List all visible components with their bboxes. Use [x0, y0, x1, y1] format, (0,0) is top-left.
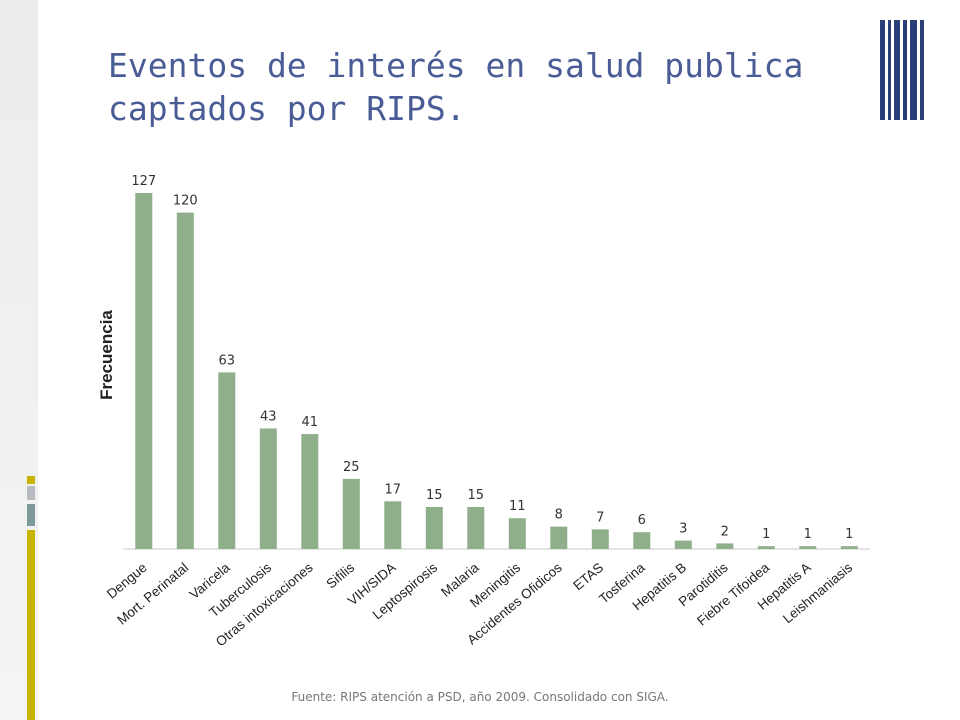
source-note: Fuente: RIPS atención a PSD, año 2009. C… — [291, 690, 669, 704]
top-right-decoration — [880, 20, 930, 120]
category-label: Mort. Perinatal — [114, 560, 191, 628]
bar-value-label: 120 — [173, 194, 198, 209]
y-axis-label-text: Frecuencia — [97, 310, 116, 400]
bar-value-label: 15 — [426, 488, 443, 503]
bar-value-label: 43 — [260, 410, 277, 425]
deco-bar — [903, 20, 907, 120]
bar — [633, 532, 651, 549]
bar — [259, 428, 277, 549]
category-label: ETAS — [570, 560, 606, 594]
bar — [218, 372, 236, 549]
category-label: Fiebre Tifoidea — [694, 559, 772, 628]
bar-value-label: 1 — [762, 527, 770, 542]
accent-stripe-teal — [27, 504, 35, 526]
bar-value-label: 1 — [845, 527, 853, 542]
bar — [384, 501, 402, 549]
bar-value-label: 17 — [385, 482, 402, 497]
category-label: Sifilis — [323, 560, 357, 592]
deco-bar — [910, 20, 917, 120]
bar — [135, 193, 153, 549]
bar — [176, 212, 194, 549]
deco-bar — [920, 20, 924, 120]
title-line-2: captados por RIPS. — [108, 89, 466, 128]
bar-value-label: 41 — [302, 415, 319, 430]
bar-value-label: 3 — [679, 522, 687, 537]
bar — [799, 546, 817, 549]
bar — [467, 507, 485, 549]
deco-bar — [894, 20, 900, 120]
accent-stripe-gray — [27, 486, 35, 500]
bar — [757, 546, 775, 549]
page-title: Eventos de interés en salud publica capt… — [108, 44, 868, 130]
deco-bar — [880, 20, 885, 120]
bar-value-label: 11 — [509, 499, 526, 514]
left-accent-stripes — [27, 476, 35, 720]
bar — [425, 507, 443, 549]
bar — [591, 529, 609, 549]
bar — [550, 526, 568, 549]
bar-value-label: 1 — [804, 527, 812, 542]
bar — [301, 434, 319, 549]
bar — [840, 546, 858, 549]
title-line-1: Eventos de interés en salud publica — [108, 46, 804, 85]
bar-value-label: 63 — [219, 353, 236, 368]
accent-stripe-yellow-top — [27, 476, 35, 484]
bar — [508, 518, 526, 549]
bar — [716, 543, 734, 549]
bar-value-label: 6 — [638, 513, 646, 528]
accent-stripe-yellow-bottom — [27, 530, 35, 720]
bar-value-label: 8 — [555, 508, 563, 523]
deco-bar — [888, 20, 891, 120]
bar-value-label: 25 — [343, 460, 360, 475]
bar — [674, 540, 692, 549]
bar-value-label: 2 — [721, 524, 729, 539]
bar-value-label: 15 — [468, 488, 485, 503]
bar — [342, 478, 360, 549]
bar-value-label: 127 — [131, 174, 156, 189]
bar-value-label: 7 — [596, 510, 604, 525]
